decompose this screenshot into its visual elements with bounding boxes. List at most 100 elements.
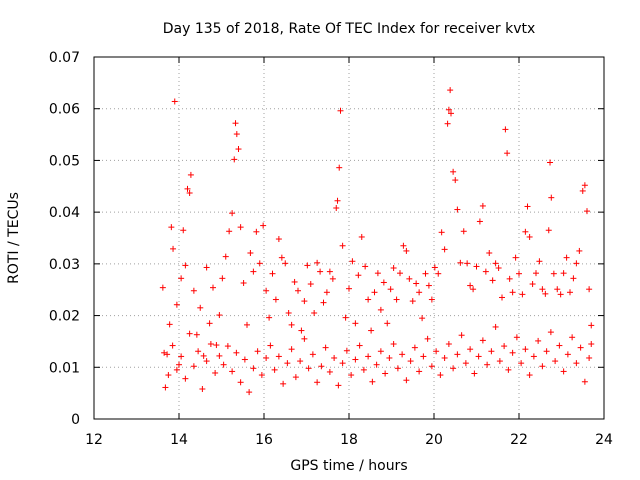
- data-point: [552, 358, 559, 365]
- data-point: [241, 356, 248, 363]
- data-point: [377, 348, 384, 355]
- data-point: [352, 320, 359, 327]
- data-point: [164, 351, 171, 358]
- data-point: [542, 290, 549, 297]
- data-point: [547, 159, 554, 166]
- data-point: [229, 368, 236, 375]
- data-point: [162, 384, 169, 391]
- data-point: [343, 347, 350, 354]
- data-point: [394, 365, 401, 372]
- data-point: [207, 341, 214, 348]
- data-point: [437, 372, 444, 379]
- data-point: [216, 352, 223, 359]
- x-tick-label: 12: [85, 432, 103, 448]
- data-point: [285, 309, 292, 316]
- data-point: [581, 182, 588, 189]
- data-point: [233, 131, 240, 138]
- data-point: [250, 365, 257, 372]
- data-point: [224, 343, 231, 350]
- data-point: [588, 341, 595, 348]
- data-point: [588, 322, 595, 329]
- data-point: [168, 224, 175, 231]
- data-point: [331, 354, 338, 361]
- data-point: [272, 296, 279, 303]
- data-point: [576, 247, 583, 254]
- data-point: [547, 329, 554, 336]
- data-point: [501, 343, 508, 350]
- x-tick-label: 22: [510, 432, 528, 448]
- data-point: [212, 369, 219, 376]
- data-point: [314, 379, 321, 386]
- data-point: [539, 363, 546, 370]
- data-point: [438, 229, 445, 236]
- data-point: [297, 358, 304, 365]
- data-point: [424, 335, 431, 342]
- data-point: [267, 342, 274, 349]
- data-point: [573, 360, 580, 367]
- data-point: [360, 366, 367, 373]
- data-point: [278, 254, 285, 261]
- data-point: [502, 126, 509, 133]
- data-point: [246, 389, 253, 396]
- data-point: [543, 348, 550, 355]
- data-point: [170, 245, 177, 252]
- data-point: [159, 284, 166, 291]
- data-point: [579, 187, 586, 194]
- data-point: [182, 375, 189, 382]
- data-point: [288, 321, 295, 328]
- data-point: [180, 227, 187, 234]
- data-point: [336, 164, 343, 171]
- data-point: [374, 270, 381, 277]
- data-point: [166, 321, 173, 328]
- data-point: [232, 120, 239, 127]
- data-point: [226, 228, 233, 235]
- data-point: [253, 228, 260, 235]
- data-point: [280, 380, 287, 387]
- data-point: [564, 351, 571, 358]
- data-point: [573, 260, 580, 267]
- data-point: [444, 120, 451, 127]
- data-point: [371, 289, 378, 296]
- data-point: [513, 334, 520, 341]
- data-point: [556, 342, 563, 349]
- data-point: [333, 205, 340, 212]
- data-point: [322, 344, 329, 351]
- data-point: [431, 264, 438, 271]
- data-point: [484, 361, 491, 368]
- data-point: [326, 368, 333, 375]
- data-point: [536, 258, 543, 265]
- data-point: [471, 370, 478, 377]
- data-point: [488, 348, 495, 355]
- data-point: [409, 298, 416, 305]
- data-point: [200, 352, 207, 359]
- data-point: [348, 372, 355, 379]
- data-point: [470, 286, 477, 293]
- data-point: [323, 289, 330, 296]
- data-point: [282, 260, 289, 267]
- data-point: [460, 228, 467, 235]
- data-point: [581, 378, 588, 385]
- data-point: [301, 298, 308, 305]
- data-point: [504, 150, 511, 157]
- data-point: [187, 171, 194, 178]
- data-point: [406, 275, 413, 282]
- data-point: [275, 236, 282, 243]
- data-point: [301, 335, 308, 342]
- data-point: [292, 374, 299, 381]
- data-point: [362, 263, 369, 270]
- y-tick-label: 0.06: [49, 102, 80, 118]
- data-point: [382, 370, 389, 377]
- data-point: [516, 270, 522, 277]
- data-point: [190, 363, 197, 370]
- data-point: [387, 286, 394, 293]
- data-point: [569, 334, 576, 341]
- data-point: [458, 332, 465, 339]
- data-point: [339, 242, 346, 249]
- data-point: [307, 281, 314, 288]
- data-point: [550, 270, 557, 277]
- data-point: [441, 354, 448, 361]
- data-point: [186, 190, 193, 197]
- data-point: [295, 287, 301, 294]
- data-point: [486, 249, 493, 256]
- data-point: [256, 260, 263, 267]
